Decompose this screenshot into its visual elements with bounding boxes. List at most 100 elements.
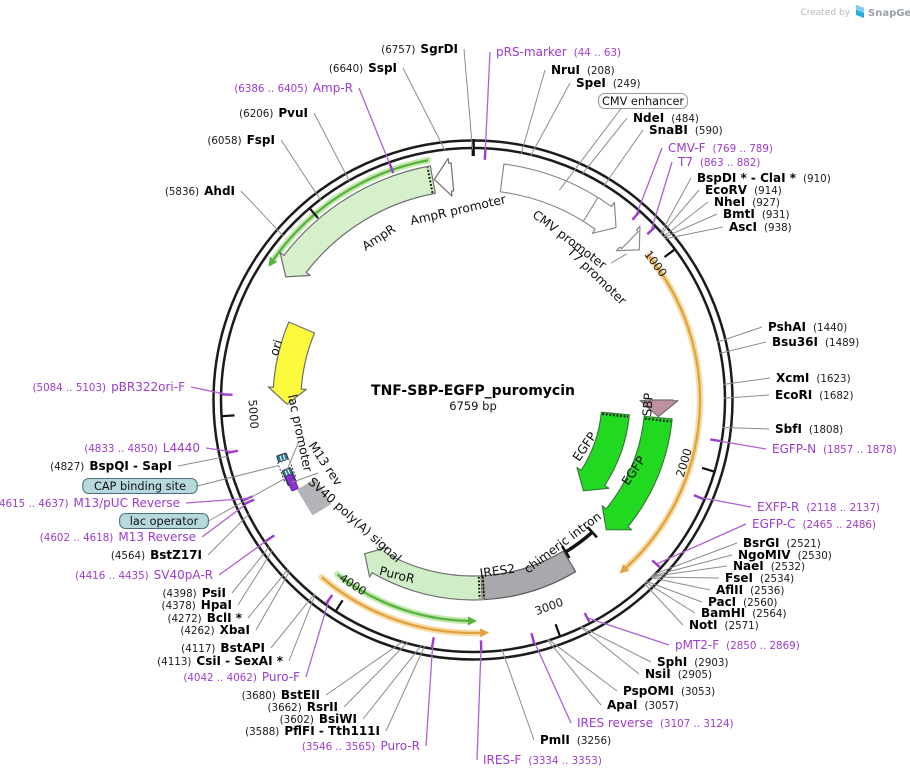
svg-text:PacI(2560): PacI (2560) bbox=[708, 595, 777, 609]
primer-label-amp-r[interactable]: (6386 .. 6405) Amp-R bbox=[234, 81, 353, 95]
primer-label-pbr322ori-f[interactable]: (5084 .. 5103) pBR322ori-F bbox=[33, 380, 186, 394]
primer-label-egfp-n[interactable]: EGFP-N (1857 .. 1878) bbox=[772, 442, 897, 456]
enzyme-label-snabi[interactable]: SnaBI (590) bbox=[649, 123, 723, 137]
svg-text:SphI(2903): SphI (2903) bbox=[657, 655, 729, 669]
scale-tick-3000: 3000 bbox=[533, 595, 565, 637]
feature-label-sbp[interactable]: SBP bbox=[640, 392, 656, 417]
svg-text:(3588)PflFI - Tth111I: (3588) PflFI - Tth111I bbox=[245, 724, 380, 738]
enzyme-label-bcli[interactable]: (4272) BclI * bbox=[167, 611, 242, 625]
feature-puror-10[interactable] bbox=[364, 547, 483, 601]
enzyme-label-fspi[interactable]: (6058) FspI bbox=[207, 133, 275, 147]
leader-line bbox=[313, 112, 351, 183]
feature-sv40-poly-a-signal-15[interactable] bbox=[297, 478, 332, 516]
enzyme-label-aflii[interactable]: AflII (2536) bbox=[716, 583, 784, 597]
feature-label-ires2[interactable]: IRES2 bbox=[479, 562, 516, 581]
feature-label-ori[interactable]: ori bbox=[267, 338, 285, 358]
primer-label-t7[interactable]: T7 (863 .. 882) bbox=[677, 155, 760, 169]
feature-label-ampr[interactable]: AmpR bbox=[360, 222, 399, 254]
feature-ampr-promoter-1[interactable] bbox=[433, 157, 455, 197]
primer-label-sv40pa-r[interactable]: (4416 .. 4435) SV40pA-R bbox=[75, 568, 213, 582]
feature-egfp-7[interactable] bbox=[601, 415, 673, 531]
scale-tick-1000: 1000 bbox=[641, 248, 676, 280]
primer-label-m13-reverse[interactable]: (4602 .. 4618) M13 Reverse bbox=[40, 530, 196, 544]
enzyme-label-paci[interactable]: PacI (2560) bbox=[708, 595, 777, 609]
svg-text:SV40 poly(A) signal: SV40 poly(A) signal bbox=[305, 475, 404, 566]
enzyme-label-sphi[interactable]: SphI (2903) bbox=[657, 655, 729, 669]
primer-label-m13-puc-reverse[interactable]: (4615 .. 4637) M13/pUC Reverse bbox=[0, 496, 180, 510]
feature-sbp-5[interactable] bbox=[639, 399, 679, 418]
enzyme-label-naei[interactable]: NaeI (2532) bbox=[733, 559, 805, 573]
primer-label-l4440[interactable]: (4833 .. 4850) L4440 bbox=[84, 441, 200, 455]
svg-text:PspOMI(3053): PspOMI (3053) bbox=[623, 684, 715, 698]
feature-egfp-6[interactable] bbox=[576, 411, 630, 492]
enzyme-label-pvui[interactable]: (6206) PvuI bbox=[239, 106, 308, 120]
primer-label-cmv-f[interactable]: CMV-F (769 .. 789) bbox=[668, 141, 773, 155]
feature-orf-arc-bottom-orange-12[interactable] bbox=[318, 573, 490, 638]
enzyme-label-xcmi[interactable]: XcmI (1623) bbox=[776, 371, 851, 385]
enzyme-label-ngomiv[interactable]: NgoMIV (2530) bbox=[738, 548, 832, 562]
enzyme-label-nhei[interactable]: NheI (927) bbox=[714, 195, 780, 209]
feature-orf-arc-bottom-green-11[interactable] bbox=[334, 571, 478, 626]
feature-ori-14[interactable] bbox=[267, 321, 316, 405]
enzyme-label-bsiwi[interactable]: (3602) BsiWI bbox=[280, 712, 357, 726]
enzyme-label-bamhi[interactable]: BamHI (2564) bbox=[701, 606, 787, 620]
primer-tick bbox=[244, 498, 255, 505]
enzyme-label-fsei[interactable]: FseI (2534) bbox=[725, 571, 794, 585]
enzyme-label-pflfi-tth111i[interactable]: (3588) PflFI - Tth111I bbox=[245, 724, 380, 738]
enzyme-label-ecori[interactable]: EcoRI (1682) bbox=[775, 388, 854, 402]
leader-line bbox=[305, 599, 330, 678]
feature-label-ampr-promoter[interactable]: AmpR promoter bbox=[409, 192, 508, 228]
enzyme-label-bstz17i[interactable]: (4564) BstZ17I bbox=[111, 548, 202, 562]
enzyme-label-ndei[interactable]: NdeI (484) bbox=[633, 111, 699, 125]
enzyme-label-asci[interactable]: AscI (938) bbox=[729, 220, 792, 234]
feature-ires2-9[interactable] bbox=[481, 550, 577, 601]
feature-chimeric-intron-8[interactable] bbox=[560, 526, 598, 559]
enzyme-label-sgrdi[interactable]: (6757) SgrDI bbox=[381, 42, 458, 56]
enzyme-label-nrui[interactable]: NruI (208) bbox=[551, 63, 615, 77]
leader-line bbox=[723, 394, 770, 399]
boxed-label-cap-binding-site[interactable]: CAP binding site bbox=[82, 477, 198, 495]
boxed-label-lac-operator[interactable]: lac operator bbox=[119, 512, 209, 530]
primer-label-ires-reverse[interactable]: IRES reverse (3107 .. 3124) bbox=[577, 716, 734, 730]
enzyme-label-bstapi[interactable]: (4117) BstAPI bbox=[181, 641, 265, 655]
leader-line bbox=[656, 523, 747, 565]
enzyme-label-xbai[interactable]: (4262) XbaI bbox=[180, 623, 250, 637]
enzyme-label-bmti[interactable]: BmtI (931) bbox=[723, 207, 790, 221]
primer-label-exfp-r[interactable]: EXFP-R (2118 .. 2137) bbox=[757, 500, 880, 514]
primer-label-pmt2-f[interactable]: pMT2-F (2850 .. 2869) bbox=[675, 638, 800, 652]
enzyme-label-rsrii[interactable]: (3662) RsrII bbox=[268, 700, 338, 714]
enzyme-label-pmli[interactable]: PmlI (3256) bbox=[540, 733, 611, 747]
primer-label-prs-marker[interactable]: pRS-marker (44 .. 63) bbox=[496, 45, 621, 59]
feature-cmv-promoter-2[interactable] bbox=[499, 163, 617, 234]
svg-text:AmpR promoter: AmpR promoter bbox=[409, 192, 508, 228]
boxed-label-cmv-enhancer[interactable]: CMV enhancer bbox=[598, 92, 688, 110]
enzyme-label-sspi[interactable]: (6640) SspI bbox=[329, 61, 397, 75]
enzyme-label-sbfi[interactable]: SbfI (1808) bbox=[775, 422, 843, 436]
primer-label-puro-r[interactable]: (3546 .. 3565) Puro-R bbox=[302, 739, 420, 753]
enzyme-label-apai[interactable]: ApaI (3057) bbox=[607, 698, 679, 712]
enzyme-label-nsii[interactable]: NsiI (2905) bbox=[645, 667, 712, 681]
enzyme-label-bsteii[interactable]: (3680) BstEII bbox=[242, 688, 320, 702]
enzyme-label-bsu36i[interactable]: Bsu36I (1489) bbox=[772, 335, 859, 349]
primer-label-egfp-c[interactable]: EGFP-C (2465 .. 2486) bbox=[752, 517, 876, 531]
enzyme-label-ecorv[interactable]: EcoRV (914) bbox=[705, 183, 782, 197]
feature-orf-arc-top-green-13[interactable] bbox=[268, 156, 432, 267]
enzyme-label-spei[interactable]: SpeI (249) bbox=[576, 76, 641, 90]
enzyme-label-pspomi[interactable]: PspOMI (3053) bbox=[623, 684, 715, 698]
leader-line bbox=[520, 69, 546, 155]
enzyme-label-noti[interactable]: NotI (2571) bbox=[689, 618, 759, 632]
enzyme-label-bsrgi[interactable]: BsrGI (2521) bbox=[743, 536, 821, 550]
enzyme-label-pshai[interactable]: PshAI (1440) bbox=[768, 320, 847, 334]
enzyme-label-ahdi[interactable]: (5836) AhdI bbox=[165, 184, 235, 198]
feature-orf-arc-right-4[interactable] bbox=[619, 252, 704, 574]
enzyme-label-psii[interactable]: (4398) PsiI bbox=[162, 586, 226, 600]
enzyme-label-hpai[interactable]: (4378) HpaI bbox=[162, 598, 232, 612]
primer-label-ires-f[interactable]: IRES-F (3334 .. 3353) bbox=[483, 753, 602, 767]
feature-label-sv40-poly-a-signal[interactable]: SV40 poly(A) signal bbox=[305, 475, 404, 566]
primer-label-puro-f[interactable]: (4042 .. 4062) Puro-F bbox=[183, 670, 300, 684]
enzyme-label-bspdi-clai[interactable]: BspDI * - ClaI * (910) bbox=[697, 171, 831, 185]
enzyme-label-bspqi-sapi[interactable]: (4827) BspQI - SapI bbox=[50, 459, 172, 473]
enzyme-label-csii-sexai[interactable]: (4113) CsiI - SexAI * bbox=[157, 654, 284, 668]
feature-t7-promoter-3[interactable] bbox=[615, 225, 641, 252]
feature-ampr-0[interactable] bbox=[279, 165, 436, 278]
